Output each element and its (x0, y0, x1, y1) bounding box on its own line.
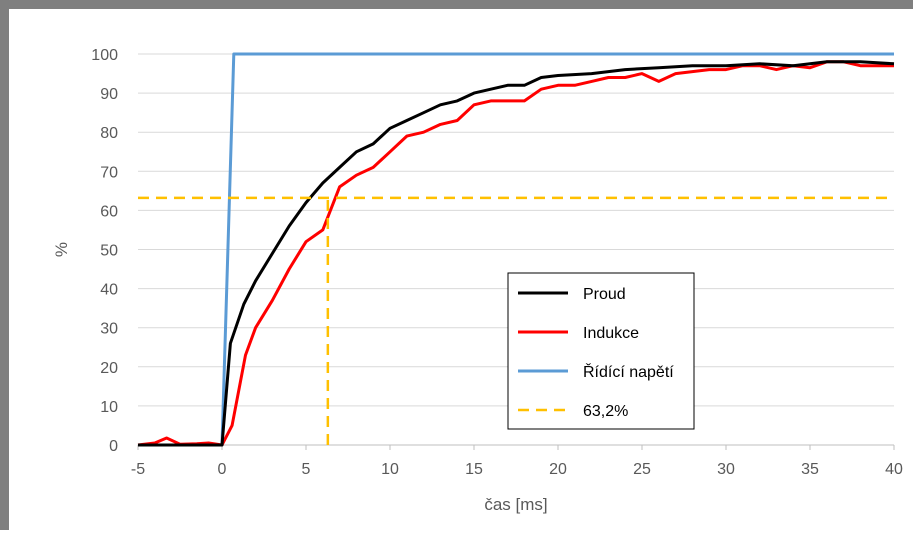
y-tick-label: 10 (100, 399, 118, 416)
x-tick-label: 10 (381, 461, 399, 478)
x-tick-label: 35 (801, 461, 819, 478)
legend-label: 63,2% (583, 403, 628, 420)
y-axis-title: % (52, 242, 71, 257)
x-tick-label: 40 (885, 461, 903, 478)
x-tick-label: 25 (633, 461, 651, 478)
series-line-indukce-1 (137, 60, 894, 447)
axes (137, 444, 895, 450)
x-tick-label: -5 (131, 461, 145, 478)
x-tick-label: 30 (717, 461, 735, 478)
y-tick-label: 100 (91, 47, 118, 64)
x-tick-labels: -5 0 5 10 15 20 25 30 35 40 (131, 461, 903, 478)
line-chart: -5 0 5 10 15 20 25 30 35 40 0 10 20 30 40 50 60 70 80 90 10… (52, 47, 903, 514)
series-layer (137, 52, 895, 447)
y-tick-label: 0 (109, 438, 118, 455)
legend-label: Proud (583, 286, 626, 303)
y-tick-label: 60 (100, 203, 118, 220)
x-tick-label: 20 (549, 461, 567, 478)
x-tick-label: 0 (218, 461, 227, 478)
y-tick-label: 80 (100, 125, 118, 142)
y-tick-label: 90 (100, 86, 118, 103)
series-line-proud-0 (138, 60, 895, 447)
y-tick-label: 40 (100, 282, 118, 299)
legend-box (507, 272, 695, 430)
y-tick-label: 70 (100, 164, 118, 181)
legend: Proud Indukce Řídící napětí 63,2% (507, 272, 695, 430)
legend-label: Indukce (583, 325, 639, 342)
y-tick-labels: 0 10 20 30 40 50 60 70 80 90 100 (91, 47, 118, 455)
x-tick-label: 5 (302, 461, 311, 478)
y-tick-label: 30 (100, 321, 118, 338)
x-axis-title: čas [ms] (484, 495, 547, 514)
legend-label: Řídící napětí (583, 362, 674, 381)
x-tick-label: 15 (465, 461, 483, 478)
y-tick-label: 20 (100, 360, 118, 377)
y-tick-label: 50 (100, 243, 118, 260)
